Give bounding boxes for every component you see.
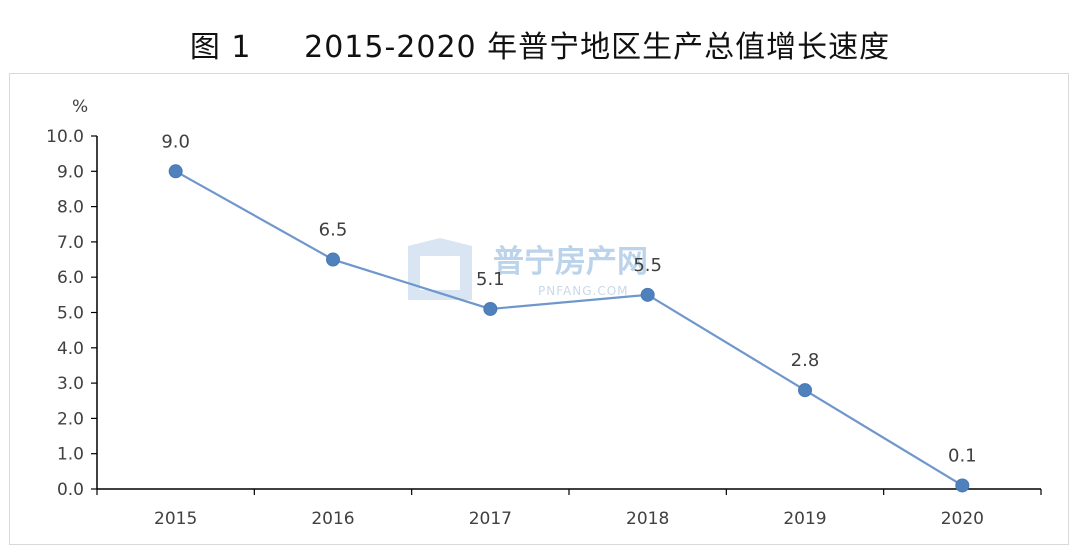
y-tick-label: 3.0 <box>57 374 84 394</box>
data-point <box>326 252 340 267</box>
x-tick-label: 2020 <box>941 509 984 529</box>
data-label: 5.1 <box>476 269 505 290</box>
y-axis-ticks: 0.0 1.0 2.0 3.0 4.0 5.0 6.0 7.0 8.0 9.0 10.0 <box>46 127 97 500</box>
watermark-house-icon <box>408 238 472 300</box>
data-point <box>168 164 183 179</box>
data-label: 5.5 <box>633 255 662 276</box>
series-growth-rate <box>168 164 970 493</box>
x-tick-label: 2015 <box>154 509 197 529</box>
data-label: 9.0 <box>161 131 190 152</box>
chart-frame <box>9 73 1069 545</box>
x-tick-label: 2019 <box>783 509 826 529</box>
y-axis-unit-label: % <box>72 97 88 117</box>
y-tick-label: 5.0 <box>57 304 84 324</box>
y-tick-label: 10.0 <box>46 127 84 147</box>
watermark: 普宁房产网 PNFANG.COM <box>408 238 648 300</box>
y-tick-label: 6.0 <box>57 268 84 288</box>
y-tick-label: 8.0 <box>57 198 84 218</box>
data-point <box>798 383 812 398</box>
data-point <box>955 478 970 493</box>
x-tick-label: 2017 <box>469 509 512 529</box>
y-tick-label: 1.0 <box>57 445 84 465</box>
y-tick-label: 7.0 <box>57 233 84 253</box>
data-point <box>640 287 655 302</box>
data-label: 6.5 <box>319 220 348 241</box>
x-axis-ticks: 2015 2016 2017 2018 2019 2020 <box>96 489 1042 529</box>
data-labels: 9.0 6.5 5.1 5.5 2.8 0.1 <box>161 131 976 466</box>
x-tick-label: 2016 <box>311 509 354 529</box>
watermark-text: 普宁房产网 <box>493 244 648 280</box>
data-label: 2.8 <box>791 350 820 371</box>
data-point <box>483 301 498 316</box>
x-tick-label: 2018 <box>626 509 669 529</box>
y-tick-label: 9.0 <box>57 162 84 182</box>
y-tick-label: 4.0 <box>57 339 84 359</box>
watermark-subtext: PNFANG.COM <box>538 284 629 298</box>
y-tick-label: 2.0 <box>57 409 84 429</box>
chart-title: 图 1 2015-2020 年普宁地区生产总值增长速度 <box>189 30 891 65</box>
data-label: 0.1 <box>948 445 977 466</box>
series-line <box>175 170 963 487</box>
y-tick-label: 0.0 <box>57 480 84 500</box>
